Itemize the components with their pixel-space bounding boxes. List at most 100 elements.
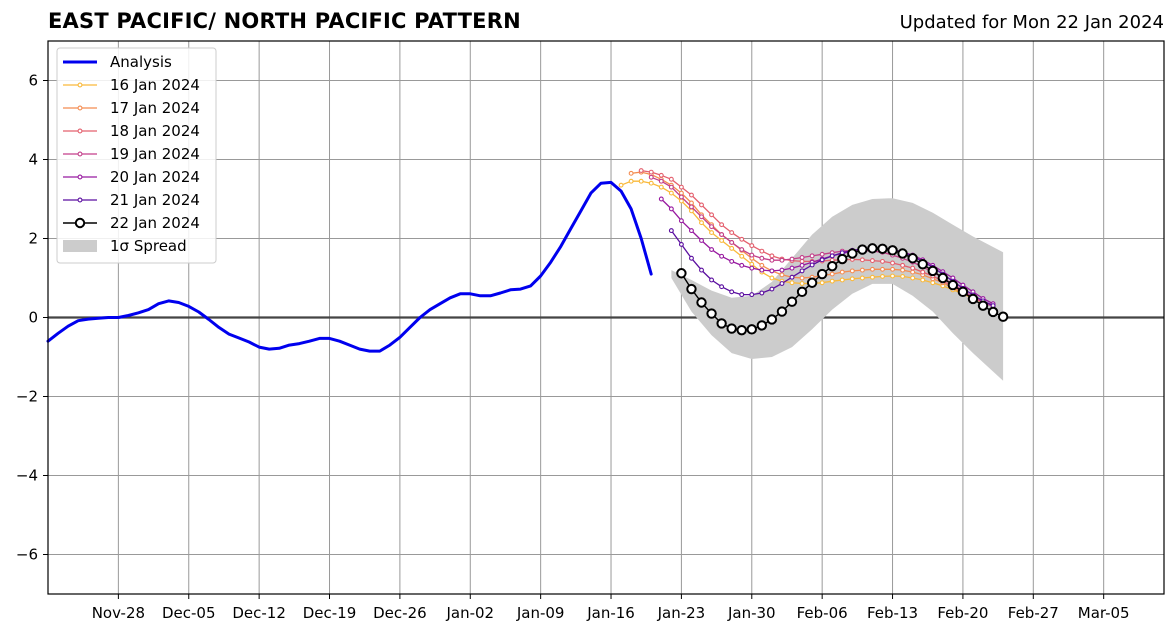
legend-label: Analysis <box>110 53 172 71</box>
forecast-point <box>749 261 755 267</box>
forecast-point <box>749 243 755 249</box>
forecast-point <box>769 275 775 281</box>
forecast-point <box>849 276 855 282</box>
legend-label: 16 Jan 2024 <box>110 76 200 94</box>
forecast-point <box>910 265 916 271</box>
forecast-point <box>678 218 684 224</box>
forecast-point <box>746 324 757 335</box>
forecast-point <box>699 202 704 208</box>
forecast-point <box>628 178 634 184</box>
x-tick-label: Jan-30 <box>727 604 776 622</box>
forecast-point <box>719 253 725 259</box>
forecast-point <box>910 275 916 281</box>
forecast-point <box>880 258 885 264</box>
forecast-point <box>789 265 795 271</box>
forecast-point <box>839 277 845 283</box>
forecast-point <box>668 190 674 196</box>
forecast-point <box>638 178 644 184</box>
forecast-point <box>668 176 674 182</box>
forecast-point <box>779 272 785 278</box>
forecast-point <box>917 258 928 270</box>
forecast-point <box>880 273 885 279</box>
forecast-point <box>779 281 785 286</box>
legend-label: 22 Jan 2024 <box>110 214 200 232</box>
forecast-point <box>749 292 755 298</box>
x-tick-label: Dec-19 <box>303 604 357 622</box>
forecast-point <box>699 267 704 273</box>
y-tick-label: 0 <box>28 309 38 327</box>
legend-swatch-marker <box>77 174 83 180</box>
forecast-point <box>799 255 805 260</box>
forecast-point <box>930 280 936 286</box>
forecast-point <box>857 244 868 255</box>
legend-swatch-spread <box>63 240 97 252</box>
forecast-point <box>678 198 684 204</box>
forecast-point <box>668 228 674 234</box>
forecast-point <box>769 286 775 292</box>
forecast-point <box>947 279 959 291</box>
legend-swatch-marker <box>77 105 83 111</box>
spread-area <box>671 198 1004 381</box>
y-axis: −6 −4 −2 0 2 4 6 <box>16 72 48 564</box>
y-tick-label: −4 <box>16 467 38 485</box>
forecast-point <box>799 268 805 274</box>
x-tick-label: Nov-28 <box>92 604 145 622</box>
forecast-point <box>658 184 664 190</box>
forecast-point <box>676 268 687 279</box>
forecast-point <box>719 222 725 228</box>
forecast-point <box>997 311 1009 322</box>
forecast-point <box>689 200 694 206</box>
forecast-point <box>799 262 805 268</box>
forecast-point <box>937 272 949 284</box>
forecast-point <box>648 169 654 175</box>
x-tick-label: Jan-16 <box>586 604 635 622</box>
forecast-point <box>759 267 765 273</box>
legend-swatch-marker <box>77 197 83 203</box>
forecast-point <box>839 269 845 275</box>
forecast-point <box>819 251 825 257</box>
forecast-point <box>756 320 768 331</box>
forecast-point <box>709 224 715 230</box>
forecast-point <box>709 277 715 283</box>
forecast-point <box>729 230 735 236</box>
x-tick-label: Jan-23 <box>657 604 706 622</box>
forecast-point <box>799 258 805 264</box>
forecast-point <box>696 297 707 308</box>
forecast-point <box>837 253 848 265</box>
forecast-point <box>706 308 717 319</box>
forecast-point <box>689 228 694 234</box>
forecast-point <box>689 208 694 214</box>
forecast-point <box>869 266 875 272</box>
legend-label: 19 Jan 2024 <box>110 145 200 163</box>
forecast-point <box>819 257 825 263</box>
forecast-point <box>719 232 725 238</box>
forecast-point <box>789 274 795 280</box>
y-tick-label: −6 <box>16 546 38 564</box>
legend-swatch-marker <box>77 128 83 134</box>
forecast-point <box>726 323 737 334</box>
forecast-point <box>927 265 938 277</box>
forecast-point <box>859 275 865 281</box>
forecast-point <box>789 280 795 286</box>
x-tick-label: Dec-12 <box>232 604 286 622</box>
forecast-point <box>719 284 725 290</box>
forecast-point <box>678 190 684 196</box>
forecast-point <box>957 286 969 298</box>
forecast-point <box>977 300 989 311</box>
forecast-point <box>716 318 727 329</box>
forecast-point <box>719 238 725 243</box>
forecast-point <box>859 257 865 263</box>
legend: Analysis 16 Jan 2024 17 Jan 2024 18 Jan 202… <box>56 47 217 264</box>
forecast-point <box>739 236 745 242</box>
x-tick-label: Feb-27 <box>1008 604 1059 622</box>
analysis-line <box>46 180 653 353</box>
forecast-point <box>829 278 835 284</box>
forecast-point <box>648 174 654 180</box>
forecast-point <box>869 258 875 264</box>
forecast-point <box>779 267 785 273</box>
forecast-point <box>689 204 694 210</box>
forecast-point <box>678 241 684 247</box>
forecast-point <box>699 214 704 220</box>
forecast-point <box>658 178 664 184</box>
